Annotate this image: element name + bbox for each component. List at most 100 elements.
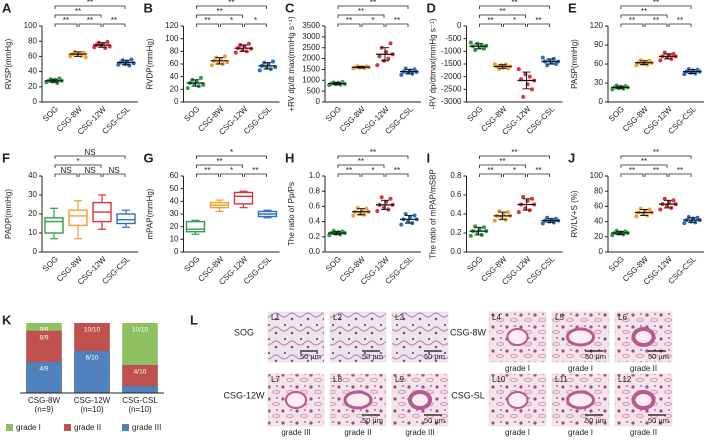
significance-label: **: [535, 16, 541, 25]
error-bar: [664, 53, 672, 60]
error-bar: [357, 208, 365, 216]
x-tick-label: CSG-8W: [28, 396, 60, 405]
y-axis-label: -RV dp/dtmax(mmHg s⁻¹): [429, 18, 438, 109]
x-tick-label: SOG: [41, 255, 60, 274]
bar-value-label: 4/10: [134, 369, 147, 376]
significance-label: **: [677, 166, 683, 175]
significance-label: **: [216, 157, 222, 166]
bar-value-label: 10/10: [84, 327, 101, 334]
significance-label: *: [254, 16, 257, 25]
data-point: [658, 207, 663, 212]
data-point: [658, 58, 663, 63]
legend-label: grade I: [16, 423, 41, 432]
significance-bracket: [479, 164, 526, 168]
vessel-wall: [566, 327, 595, 347]
significance-bracket: [527, 23, 550, 27]
box: [233, 191, 254, 205]
y-tick-label: 40: [170, 72, 179, 81]
y-tick-label: 0: [174, 247, 179, 256]
significance-bracket: [220, 173, 243, 177]
y-tick-label: 3000: [302, 32, 320, 41]
y-tick-label: -1500: [441, 59, 462, 68]
x-tick-sublabel: (n=10): [80, 405, 104, 414]
error-bar: [616, 231, 624, 235]
image-label: L5: [555, 313, 564, 322]
significance-bracket: [196, 155, 267, 159]
data-point: [199, 75, 203, 80]
significance-bracket: [620, 14, 668, 18]
significance-label: **: [629, 166, 635, 175]
significance-label: NS: [60, 166, 71, 175]
x-tick-label: SOG: [607, 255, 626, 274]
error-bar: [98, 42, 106, 48]
image-label: L12: [618, 375, 632, 384]
significance-label: **: [499, 7, 505, 16]
y-tick-label: 1.0: [309, 171, 321, 180]
grade-label: grade I: [568, 428, 593, 437]
data-point: [530, 87, 534, 92]
data-point: [540, 221, 545, 226]
x-tick-label: SOG: [324, 255, 343, 274]
y-tick-label: 0.6: [309, 202, 321, 211]
y-axis-label: The ratio of Pp/Ps: [287, 182, 296, 246]
significance-bracket: [385, 173, 409, 177]
x-tick-sublabel: (n=10): [128, 405, 152, 414]
grade-label: grade II: [630, 364, 657, 373]
data-point: [492, 218, 497, 223]
error-bar: [263, 62, 272, 70]
grade-label: grade II: [630, 428, 657, 437]
row-label: SOG: [234, 327, 254, 337]
error-bar: [498, 64, 507, 69]
y-tick-label: 1500: [302, 65, 320, 74]
grade-label: grade II: [344, 428, 371, 437]
data-point: [468, 233, 473, 238]
data-point: [638, 206, 643, 211]
error-bar: [215, 57, 224, 65]
data-point: [399, 222, 404, 227]
grade-label: grade I: [505, 428, 530, 437]
bar: [26, 361, 62, 393]
data-point: [527, 74, 532, 79]
significance-bracket: [503, 23, 526, 27]
scale-label: 50 µm: [424, 416, 445, 425]
y-tick-label: -1000: [441, 46, 462, 55]
scale-label: 50 µm: [585, 352, 606, 361]
y-tick-label: 0: [599, 97, 604, 106]
x-tick-label: CSG-CSL: [122, 396, 158, 405]
significance-bracket: [644, 173, 668, 177]
box: [44, 217, 64, 234]
data-point: [55, 81, 60, 85]
significance-bracket: [196, 173, 219, 177]
significance-label: *: [371, 166, 374, 175]
x-tick-label: SOG: [607, 105, 626, 124]
significance-label: **: [111, 16, 117, 25]
y-axis-label: RVSP(mmHg): [4, 38, 13, 89]
panel-letter: A: [2, 0, 12, 15]
significance-label: **: [87, 16, 93, 25]
image-label: L8: [333, 375, 342, 384]
significance-label: **: [487, 16, 493, 25]
image-label: L11: [555, 375, 568, 384]
data-point: [209, 63, 214, 68]
image-label: L4: [492, 313, 501, 322]
significance-bracket: [479, 14, 526, 18]
y-tick-label: 30: [28, 190, 37, 199]
significance-label: NS: [84, 166, 95, 175]
y-tick-label: 0: [316, 97, 321, 106]
significance-label: **: [370, 0, 376, 7]
significance-bracket: [196, 14, 243, 18]
image-label: L10: [492, 375, 506, 384]
error-bar: [239, 44, 248, 52]
significance-bracket: [620, 5, 692, 9]
significance-label: **: [87, 0, 93, 7]
panel-letter: E: [568, 0, 577, 15]
y-axis-label: The ratio of mPAP/mSBP: [429, 169, 438, 259]
legend-label: grade II: [74, 423, 101, 432]
x-tick-label: SOG: [182, 105, 201, 124]
significance-bracket: [337, 164, 385, 168]
vessel-wall: [408, 390, 432, 410]
error-bar: [640, 208, 648, 216]
y-tick-label: 30: [170, 209, 179, 218]
significance-label: **: [653, 16, 659, 25]
scale-label: 50 µm: [362, 352, 383, 361]
